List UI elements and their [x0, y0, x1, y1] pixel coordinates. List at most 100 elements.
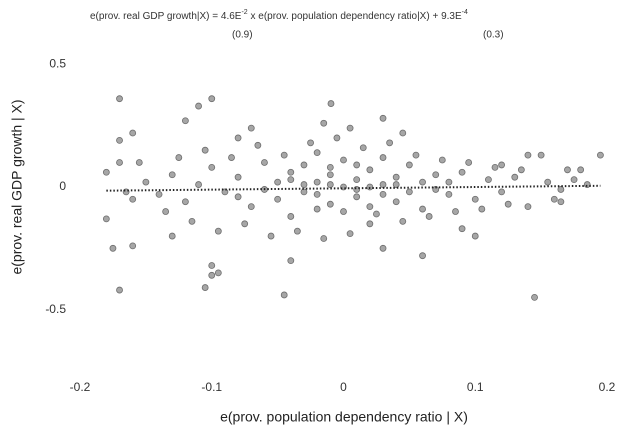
point [405, 188, 413, 196]
point [504, 200, 512, 208]
point [353, 176, 361, 184]
equation: e(prov. real GDP growth|X) = 4.6E-2 x e(… [90, 9, 468, 22]
point [300, 188, 308, 196]
x-tick-label: -0.1 [201, 380, 222, 394]
point [392, 198, 400, 206]
point [438, 156, 446, 164]
equation-exponent: -2 [241, 9, 247, 16]
point [181, 198, 189, 206]
point [379, 244, 387, 252]
point [386, 139, 394, 147]
point [214, 269, 222, 277]
point [445, 178, 453, 186]
point [129, 242, 137, 250]
point [471, 232, 479, 240]
point [188, 217, 196, 225]
point [208, 95, 216, 103]
point [175, 154, 183, 161]
point [517, 166, 525, 174]
point [214, 227, 222, 235]
point [326, 171, 334, 179]
point [359, 144, 367, 152]
point [412, 151, 420, 159]
x-tick-label: 0.2 [599, 380, 616, 394]
point [346, 230, 354, 238]
y-tick-label: 0 [59, 179, 66, 193]
point [116, 159, 123, 166]
point [109, 244, 117, 252]
point [116, 286, 123, 294]
point [155, 190, 163, 198]
point [247, 203, 255, 211]
point [326, 181, 334, 188]
point [280, 151, 288, 159]
point [327, 100, 335, 107]
point [267, 232, 275, 240]
point [280, 291, 288, 299]
point [353, 193, 361, 201]
point [353, 161, 361, 169]
point [478, 205, 486, 213]
point [116, 95, 123, 103]
point [379, 181, 387, 188]
point [557, 198, 565, 206]
point [485, 176, 492, 184]
point [346, 124, 354, 132]
point [531, 293, 538, 301]
point [419, 205, 426, 213]
point [135, 159, 143, 166]
point [142, 178, 150, 186]
point [373, 210, 380, 218]
point [340, 208, 347, 215]
point [293, 227, 301, 235]
y-tick-label: 0.5 [49, 57, 66, 71]
equation-part: e(prov. real GDP growth|X) = 4.6E [90, 11, 242, 22]
point [201, 146, 209, 154]
point [162, 208, 170, 215]
point [129, 195, 137, 203]
point [234, 193, 242, 201]
point [234, 134, 242, 142]
point [181, 117, 189, 125]
point [168, 232, 176, 240]
point [247, 124, 255, 132]
point [208, 163, 216, 171]
point [116, 136, 123, 144]
point [583, 181, 591, 188]
point [366, 203, 374, 211]
point [491, 163, 499, 171]
point [254, 141, 262, 149]
point [379, 190, 387, 198]
point [366, 166, 374, 174]
point [432, 171, 440, 179]
point [471, 195, 479, 203]
point [326, 200, 334, 208]
x-tick-label: 0.1 [467, 380, 484, 394]
point [405, 161, 413, 169]
point [465, 159, 473, 166]
point [564, 166, 571, 174]
point [313, 178, 321, 186]
point [379, 114, 387, 122]
point [241, 220, 249, 228]
y-axis-title: e(prov. real GDP growth | X) [9, 99, 25, 274]
point [419, 178, 426, 186]
point [511, 173, 519, 181]
point [458, 225, 466, 233]
point [320, 235, 328, 242]
point [597, 151, 604, 159]
slope-se: (0.9) [232, 30, 253, 41]
point [300, 181, 308, 188]
point [228, 154, 235, 161]
point [168, 171, 176, 179]
point [287, 176, 295, 184]
point [102, 215, 110, 223]
point [313, 190, 321, 198]
point [577, 166, 585, 174]
point [557, 186, 565, 193]
point [274, 195, 282, 203]
x-tick-label: -0.2 [70, 380, 91, 394]
x-axis-title: e(prov. population dependency ratio | X) [220, 409, 468, 425]
point [195, 181, 202, 188]
